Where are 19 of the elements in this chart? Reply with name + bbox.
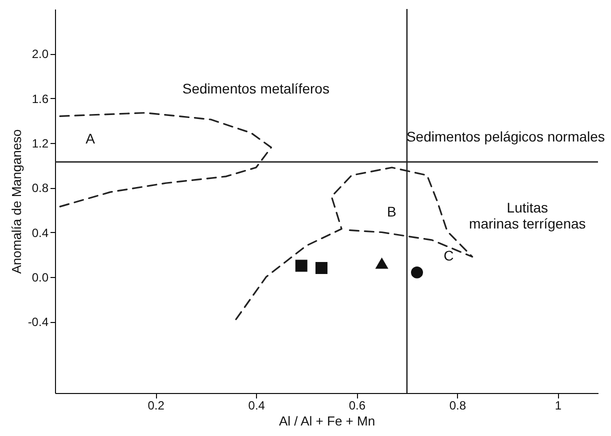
x-tick-label: 0.4 [248, 398, 266, 412]
annotation: C [444, 248, 454, 264]
annotation: A [86, 130, 96, 147]
annotation: B [386, 204, 396, 220]
x-tick-label: 1 [554, 398, 562, 412]
y-tick-label: 1.6 [32, 92, 49, 106]
y-tick-label: 0.8 [32, 181, 49, 196]
y-axis-title: Anomalía de Manganeso [8, 129, 24, 274]
x-tick-label: 0.6 [348, 398, 366, 412]
y-tick-label: -0.4 [28, 315, 49, 330]
y-tick-label: 1.2 [32, 136, 49, 150]
annotation: Sedimentos metalíferos [182, 80, 330, 97]
x-tick-label: 0.2 [148, 398, 165, 412]
x-tick-label: 0.8 [449, 398, 466, 412]
y-tick-label: 0.0 [32, 270, 49, 284]
y-tick-label: 2.0 [32, 47, 49, 62]
annotation: Lutitas marinas terrígenas [469, 200, 586, 232]
y-tick-label: 0.4 [32, 226, 49, 240]
x-axis-title: Al / Al + Fe + Mn [278, 414, 376, 428]
